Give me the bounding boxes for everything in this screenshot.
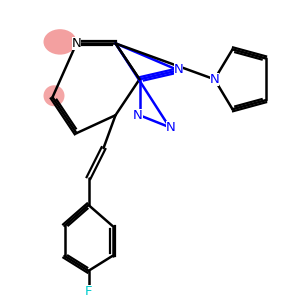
Ellipse shape bbox=[44, 29, 76, 55]
Text: N: N bbox=[133, 109, 143, 122]
Text: F: F bbox=[85, 285, 92, 298]
Text: N: N bbox=[72, 37, 81, 50]
Circle shape bbox=[44, 85, 64, 106]
Text: N: N bbox=[166, 121, 176, 134]
Text: N: N bbox=[174, 63, 183, 76]
Text: N: N bbox=[210, 73, 219, 86]
